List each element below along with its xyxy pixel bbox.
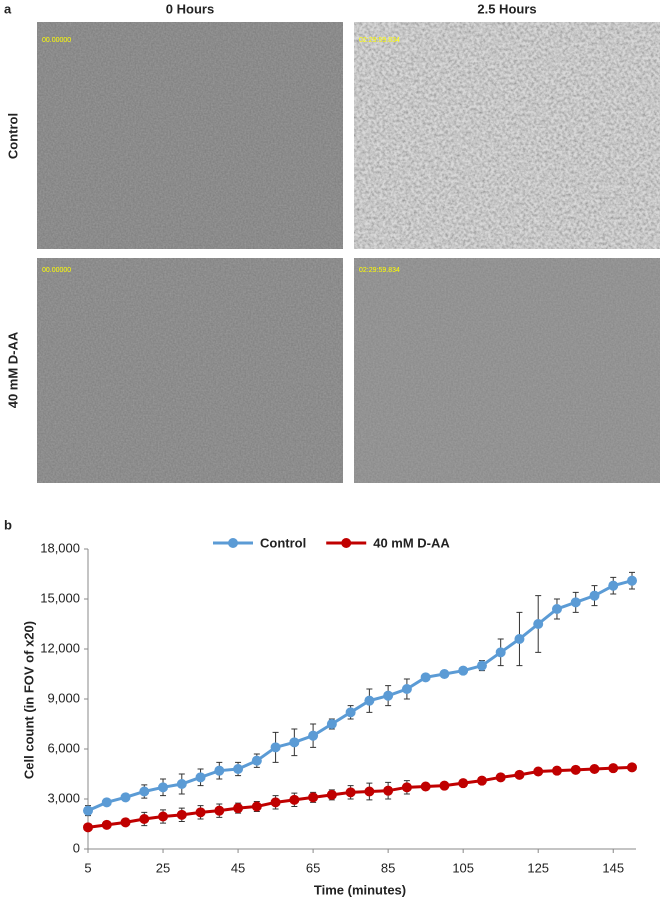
y-tick-label: 15,000 [40, 590, 80, 605]
data-point [476, 775, 487, 786]
x-tick-label: 105 [452, 860, 474, 875]
data-point [570, 597, 581, 608]
data-point [251, 801, 262, 812]
legend-label: 40 mM D-AA [373, 535, 450, 550]
data-point [401, 782, 412, 793]
legend-label: Control [260, 535, 306, 550]
data-point [176, 779, 187, 789]
column-heading: 0 Hours [166, 1, 214, 16]
panel-label: b [4, 517, 12, 532]
series-line [87, 765, 633, 829]
row-label: 40 mM D-AA [5, 331, 20, 408]
data-point [101, 797, 112, 808]
y-axis-label: Cell count (in FOV of x20) [21, 621, 36, 779]
data-point [383, 690, 394, 701]
data-point [120, 817, 131, 828]
data-point [383, 785, 394, 796]
y-tick-label: 3,000 [47, 790, 80, 805]
data-point [195, 772, 206, 783]
data-point [608, 763, 619, 774]
x-tick-label: 145 [602, 860, 624, 875]
data-point [326, 719, 337, 729]
data-point [308, 792, 319, 803]
x-tick-label: 5 [84, 860, 91, 875]
data-point [101, 819, 112, 830]
panel-label: a [4, 1, 12, 16]
data-point [420, 672, 431, 683]
data-point [214, 765, 225, 776]
data-point [195, 807, 206, 818]
data-point [158, 811, 169, 822]
series-line [87, 579, 633, 813]
y-tick-label: 6,000 [47, 740, 80, 755]
data-point [120, 792, 131, 803]
data-point [270, 742, 281, 753]
data-point [345, 707, 356, 718]
data-point [233, 803, 244, 814]
data-point [401, 684, 412, 694]
timestamp: 00.00000 [42, 267, 71, 274]
data-point [458, 665, 469, 676]
data-point [420, 781, 431, 792]
data-point [589, 590, 600, 601]
x-tick-label: 65 [306, 860, 320, 875]
data-point [551, 604, 562, 614]
row-label: Control [5, 113, 20, 159]
y-tick-label: 9,000 [47, 690, 80, 705]
data-point [214, 805, 225, 816]
data-point [495, 647, 506, 658]
data-point [495, 772, 506, 783]
data-point [458, 778, 469, 789]
x-tick-label: 125 [527, 860, 549, 875]
data-point [476, 660, 487, 671]
data-point [139, 814, 150, 824]
micrograph [37, 22, 343, 249]
data-point [270, 797, 281, 808]
data-point [608, 580, 619, 591]
data-point [533, 766, 544, 777]
data-point [627, 575, 637, 586]
data-point [364, 786, 375, 797]
data-point [83, 805, 93, 816]
data-point [308, 730, 319, 741]
data-point [176, 809, 187, 820]
data-point [439, 669, 450, 679]
data-point [289, 737, 300, 748]
y-tick-label: 12,000 [40, 640, 80, 655]
micrograph [354, 22, 660, 249]
data-point [139, 786, 150, 797]
x-axis-label: Time (minutes) [314, 882, 406, 897]
y-tick-label: 0 [73, 840, 80, 855]
data-point [570, 764, 581, 775]
x-tick-label: 45 [231, 860, 245, 875]
data-point [627, 762, 637, 773]
data-point [83, 822, 93, 833]
data-point [158, 782, 169, 793]
data-point [514, 769, 525, 780]
data-point [251, 755, 262, 766]
data-point [326, 789, 337, 800]
x-tick-label: 25 [156, 860, 170, 875]
micrograph [354, 258, 660, 483]
y-tick-label: 18,000 [40, 540, 80, 555]
data-point [514, 634, 525, 644]
micrograph [37, 258, 343, 483]
timestamp: 00.00000 [42, 37, 71, 44]
data-point [233, 764, 244, 774]
column-heading: 2.5 Hours [477, 1, 536, 16]
data-point [551, 765, 562, 776]
data-point [289, 794, 300, 805]
data-point [364, 695, 375, 706]
data-point [345, 787, 356, 798]
legend-swatch [228, 538, 238, 548]
data-point [589, 764, 600, 774]
data-point [533, 619, 544, 629]
data-point [439, 780, 450, 791]
x-tick-label: 85 [381, 860, 395, 875]
timestamp: 02:29:59.834 [359, 37, 400, 44]
legend-swatch [341, 538, 352, 548]
timestamp: 02:29:59.834 [359, 267, 400, 274]
